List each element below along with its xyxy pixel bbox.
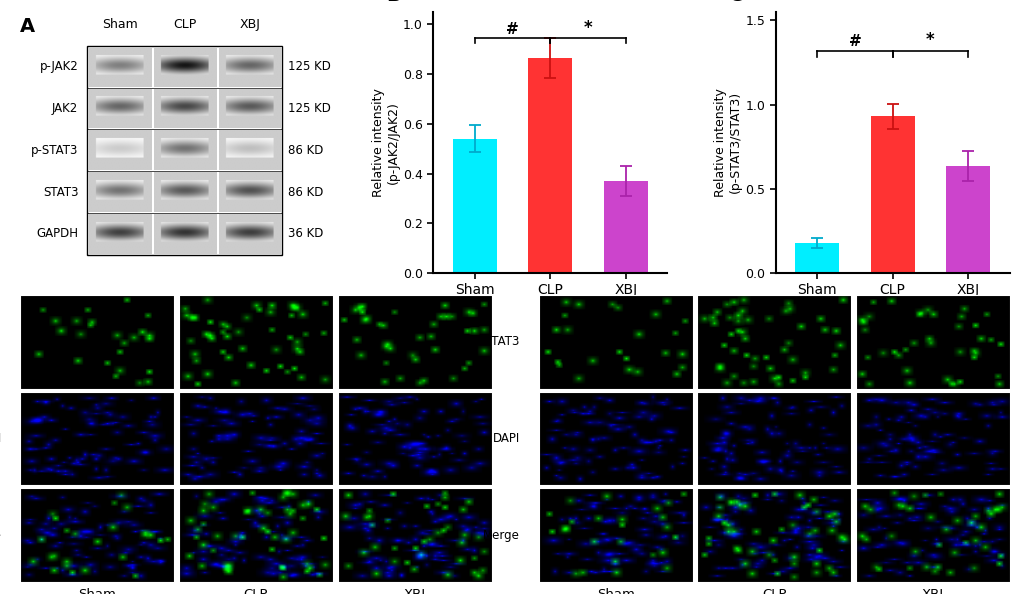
X-axis label: CLP: CLP xyxy=(244,587,268,594)
Text: A: A xyxy=(20,17,36,36)
Text: 125 KD: 125 KD xyxy=(288,60,331,73)
Y-axis label: Merge: Merge xyxy=(483,529,520,542)
Bar xyxy=(452,139,496,273)
Text: STAT3: STAT3 xyxy=(43,185,78,198)
Text: C: C xyxy=(728,0,743,5)
Y-axis label: p-STAT3: p-STAT3 xyxy=(473,336,520,348)
Text: #: # xyxy=(505,22,519,37)
Text: *: * xyxy=(925,31,933,49)
Bar xyxy=(946,166,989,273)
X-axis label: XBJ: XBJ xyxy=(921,587,943,594)
Y-axis label: p-JAK2: p-JAK2 xyxy=(0,336,2,348)
Text: Sham: Sham xyxy=(102,18,138,31)
Y-axis label: Relative intensity
(p-JAK2/JAK2): Relative intensity (p-JAK2/JAK2) xyxy=(372,88,399,197)
Text: D: D xyxy=(25,298,41,317)
Bar xyxy=(603,181,647,273)
Text: #: # xyxy=(848,34,860,49)
Text: 86 KD: 86 KD xyxy=(288,144,323,157)
Text: CLP: CLP xyxy=(173,18,197,31)
Text: JAK2: JAK2 xyxy=(52,102,78,115)
Text: 86 KD: 86 KD xyxy=(288,185,323,198)
X-axis label: Sham: Sham xyxy=(596,587,634,594)
X-axis label: XBJ: XBJ xyxy=(404,587,425,594)
Bar xyxy=(870,116,914,273)
Text: GAPDH: GAPDH xyxy=(37,228,78,241)
Y-axis label: DAPI: DAPI xyxy=(0,432,2,445)
Y-axis label: Merge: Merge xyxy=(0,529,2,542)
X-axis label: Sham: Sham xyxy=(78,587,116,594)
Text: p-JAK2: p-JAK2 xyxy=(40,60,78,73)
Text: 36 KD: 36 KD xyxy=(288,228,323,241)
Text: 125 KD: 125 KD xyxy=(288,102,331,115)
Y-axis label: Relative intensity
(p-STAT3/STAT3): Relative intensity (p-STAT3/STAT3) xyxy=(713,88,742,197)
X-axis label: CLP: CLP xyxy=(761,587,786,594)
Text: B: B xyxy=(386,0,400,5)
Bar xyxy=(528,58,572,273)
Bar xyxy=(795,243,839,273)
Text: p-STAT3: p-STAT3 xyxy=(31,144,78,157)
Text: XBJ: XBJ xyxy=(239,18,260,31)
Text: E: E xyxy=(543,298,556,317)
Text: *: * xyxy=(583,19,592,37)
Bar xyxy=(88,46,282,255)
Y-axis label: DAPI: DAPI xyxy=(492,432,520,445)
